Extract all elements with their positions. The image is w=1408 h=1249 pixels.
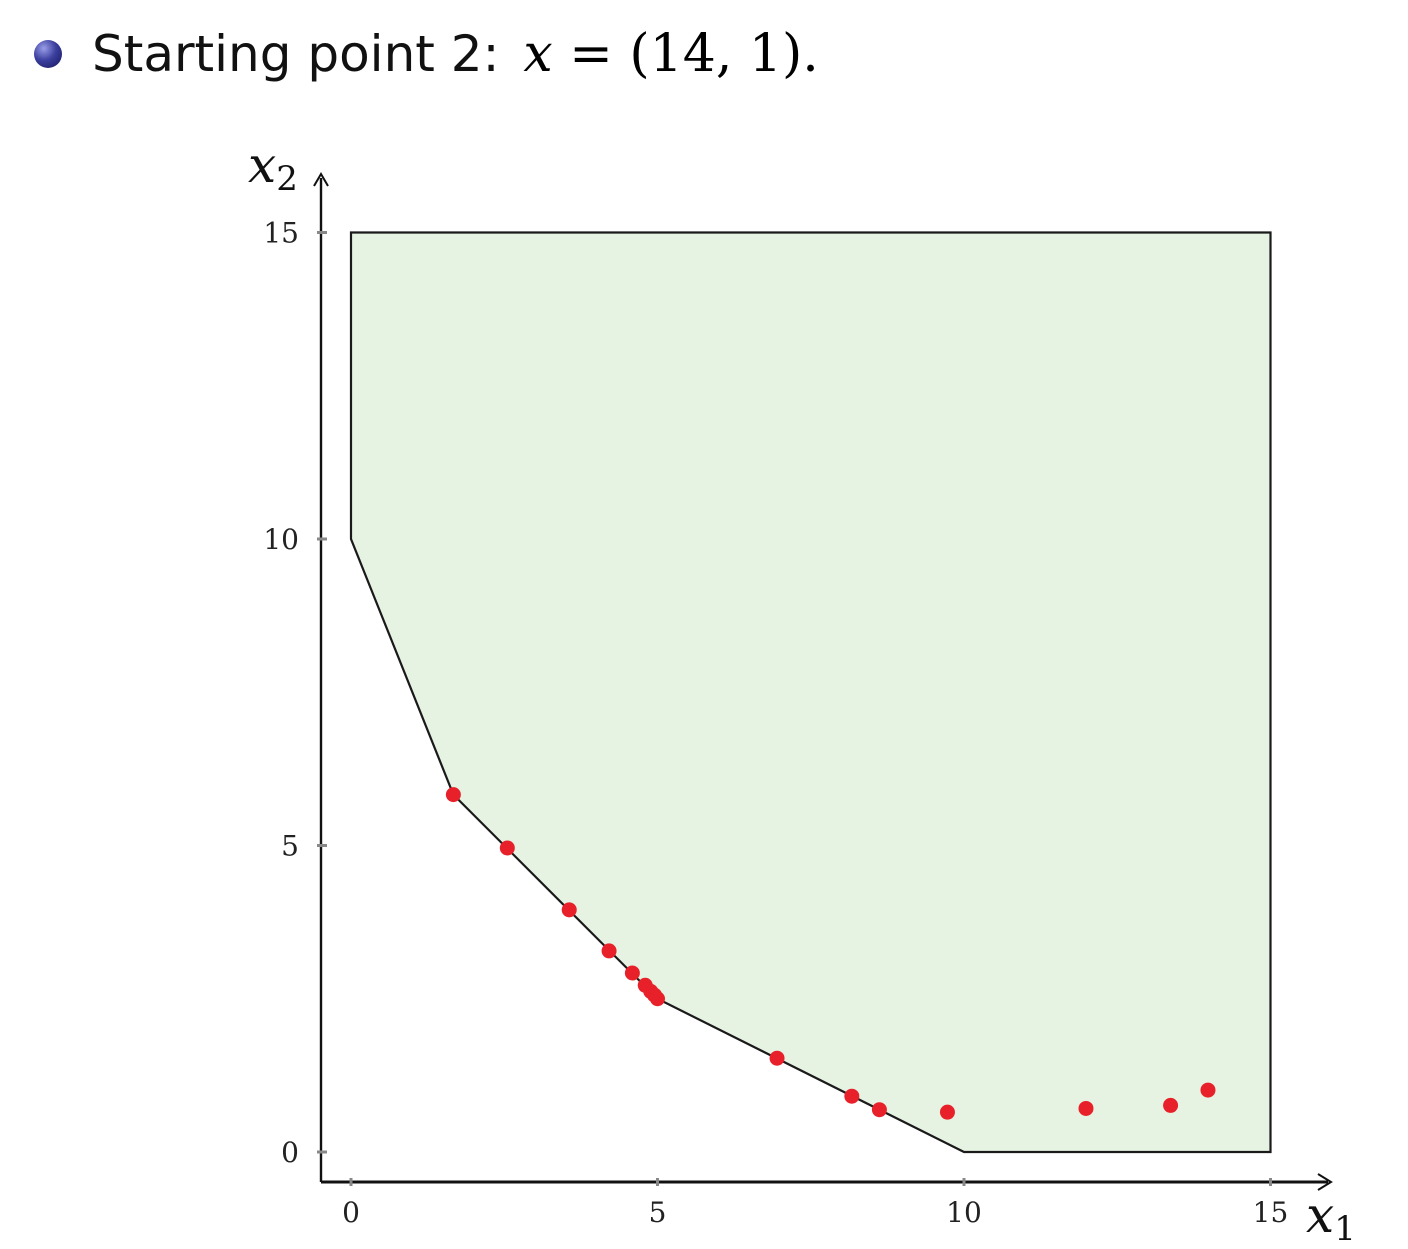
iterate-point bbox=[1163, 1097, 1179, 1113]
y-tick-label: 15 bbox=[263, 217, 299, 250]
feasible-region bbox=[349, 231, 1272, 1154]
heading-math: x = (14, 1). bbox=[523, 24, 818, 84]
y-axis-arrow bbox=[313, 172, 329, 187]
x-tick-label: 10 bbox=[946, 1196, 982, 1229]
iterate-point bbox=[624, 965, 640, 981]
heading-math-var: x bbox=[523, 24, 553, 84]
y-tick-label: 0 bbox=[281, 1136, 299, 1169]
x-tick-label: 0 bbox=[342, 1196, 360, 1229]
iterate-point bbox=[939, 1104, 955, 1120]
heading-math-rest: = (14, 1). bbox=[552, 24, 819, 84]
x-axis-arrow bbox=[1317, 1173, 1333, 1191]
iterate-point bbox=[871, 1102, 887, 1118]
y-tick-label: 5 bbox=[281, 830, 299, 863]
iterate-point bbox=[445, 787, 461, 803]
bullet-icon bbox=[34, 40, 62, 68]
x-tick-label: 15 bbox=[1253, 1196, 1289, 1229]
iterate-point bbox=[601, 943, 617, 959]
y-axis-label: x2 bbox=[248, 136, 298, 199]
iterate-point bbox=[561, 902, 577, 918]
iterate-point bbox=[769, 1050, 785, 1066]
y-tick-label: 10 bbox=[263, 523, 299, 556]
bullet-line: Starting point 2: x = (14, 1). bbox=[34, 14, 819, 94]
heading-text: Starting point 2: bbox=[92, 25, 500, 83]
iterate-point bbox=[844, 1088, 860, 1104]
iterate-point bbox=[499, 840, 515, 856]
iterate-point bbox=[650, 991, 665, 1007]
x-axis-label: x1 bbox=[1306, 1186, 1356, 1249]
iterate-point bbox=[1200, 1082, 1216, 1098]
x-tick-label: 5 bbox=[649, 1196, 667, 1229]
iterate-point bbox=[1078, 1100, 1094, 1116]
